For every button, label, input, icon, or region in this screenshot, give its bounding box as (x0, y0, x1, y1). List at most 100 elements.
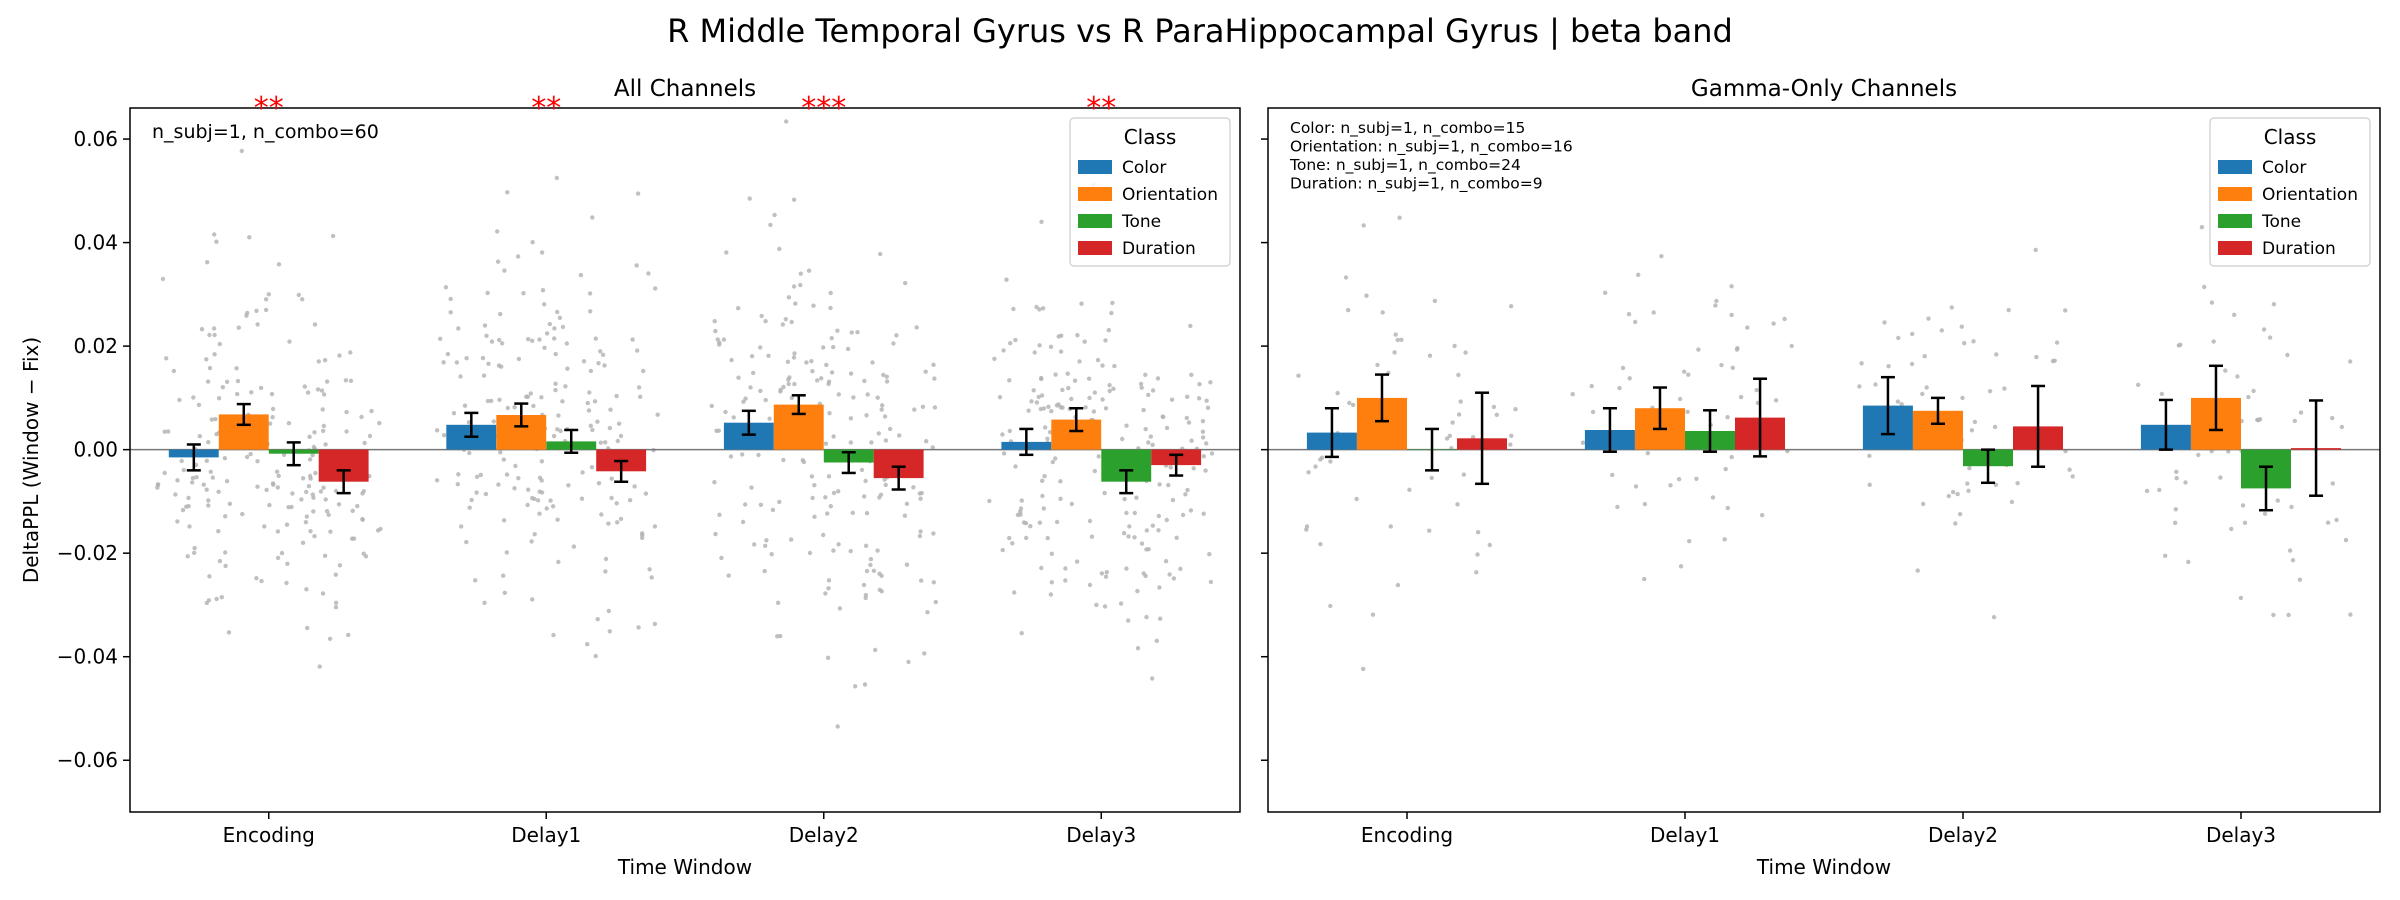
jitter-point (235, 378, 241, 384)
jitter-point (1361, 223, 1366, 228)
jitter-point (721, 337, 727, 342)
jitter-point (1455, 502, 1460, 507)
jitter-point (512, 486, 517, 491)
jitter-point (1037, 343, 1042, 348)
jitter-point (1048, 344, 1054, 349)
jitter-point (1124, 510, 1129, 516)
jitter-point (992, 356, 997, 361)
jitter-point (1012, 590, 1017, 595)
jitter-point (554, 175, 559, 181)
jitter-point (214, 239, 219, 244)
jitter-point (1143, 372, 1148, 377)
jitter-point (284, 580, 289, 586)
jitter-point (286, 421, 292, 426)
jitter-point (855, 330, 860, 335)
jitter-point (1157, 585, 1162, 590)
jitter-point (911, 485, 916, 490)
jitter-point (585, 642, 590, 647)
jitter-point (434, 478, 440, 483)
jitter-point (596, 361, 601, 366)
jitter-point (758, 345, 763, 350)
jitter-point (1626, 312, 1632, 317)
jitter-point (290, 491, 295, 496)
jitter-point (1150, 442, 1155, 448)
jitter-point (752, 542, 757, 547)
jitter-point (1719, 362, 1724, 368)
jitter-point (551, 433, 557, 439)
jitter-point (1154, 638, 1160, 643)
jitter-point (1103, 574, 1109, 579)
jitter-point (1135, 646, 1141, 651)
jitter-point (862, 682, 868, 687)
jitter-point (566, 483, 571, 488)
y-tick-label: 0.02 (73, 334, 118, 358)
jitter-point (1155, 376, 1161, 381)
jitter-point (1158, 616, 1163, 621)
jitter-point (236, 325, 241, 330)
jitter-point (638, 394, 643, 399)
jitter-point (480, 355, 486, 361)
jitter-point (219, 595, 224, 600)
jitter-point (1375, 362, 1380, 368)
x-tick-label: Delay1 (1650, 823, 1720, 847)
jitter-point (1696, 347, 1701, 352)
jitter-point (1388, 524, 1394, 529)
jitter-point (614, 501, 619, 506)
jitter-point (310, 453, 315, 458)
jitter-point (827, 411, 832, 416)
jitter-point (793, 301, 798, 306)
annotation-line: Color: n_subj=1, n_combo=15 (1290, 119, 1525, 138)
jitter-point (1139, 541, 1145, 546)
jitter-point (560, 324, 566, 330)
jitter-point (496, 363, 502, 368)
jitter-point (878, 251, 883, 257)
jitter-point (891, 341, 896, 346)
jitter-point (186, 495, 191, 501)
jitter-point (824, 362, 829, 368)
jitter-point (1087, 518, 1093, 524)
jitter-point (1475, 530, 1481, 535)
jitter-point (1456, 372, 1461, 378)
jitter-point (781, 457, 786, 463)
jitter-point (177, 397, 182, 403)
jitter-point (1065, 371, 1070, 376)
jitter-point (1960, 395, 1965, 401)
jitter-point (598, 440, 603, 445)
jitter-point (649, 575, 654, 580)
jitter-point (1079, 301, 1084, 306)
jitter-point (1103, 338, 1108, 343)
jitter-point (1722, 537, 1727, 542)
jitter-point (823, 495, 828, 500)
jitter-point (1729, 312, 1734, 318)
jitter-point (1570, 392, 1575, 397)
jitter-point (1685, 409, 1690, 414)
jitter-point (1346, 307, 1351, 313)
jitter-point (848, 371, 854, 376)
jitter-point (456, 472, 461, 477)
jitter-point (809, 474, 815, 479)
jitter-point (1899, 402, 1904, 407)
panel-gamma-only-channels: Encoding Delay1 Delay2 Delay3 Gamma-Only Ch… (1261, 76, 2381, 879)
jitter-point (1204, 441, 1209, 446)
jitter-point (1491, 404, 1497, 410)
jitter-point (640, 535, 645, 541)
jitter-point (1112, 363, 1117, 369)
jitter-point (1185, 487, 1190, 493)
jitter-point (1060, 405, 1065, 410)
y-axis: −0.06 −0.04 −0.02 0.00 0.02 0.04 0.06 (57, 127, 130, 772)
jitter-point (1143, 573, 1148, 579)
jitter-point (997, 395, 1003, 400)
jitter-point (441, 360, 446, 365)
jitter-point (192, 550, 197, 555)
jitter-point (933, 599, 938, 605)
y-tick-label: −0.04 (57, 645, 118, 669)
jitter-point (829, 370, 835, 375)
jitter-point (222, 456, 228, 461)
jitter-point (1987, 389, 1993, 394)
jitter-point (883, 482, 888, 488)
jitter-point (882, 414, 888, 419)
jitter-point (871, 568, 877, 573)
jitter-point (258, 385, 264, 391)
jitter-point (1082, 339, 1087, 344)
